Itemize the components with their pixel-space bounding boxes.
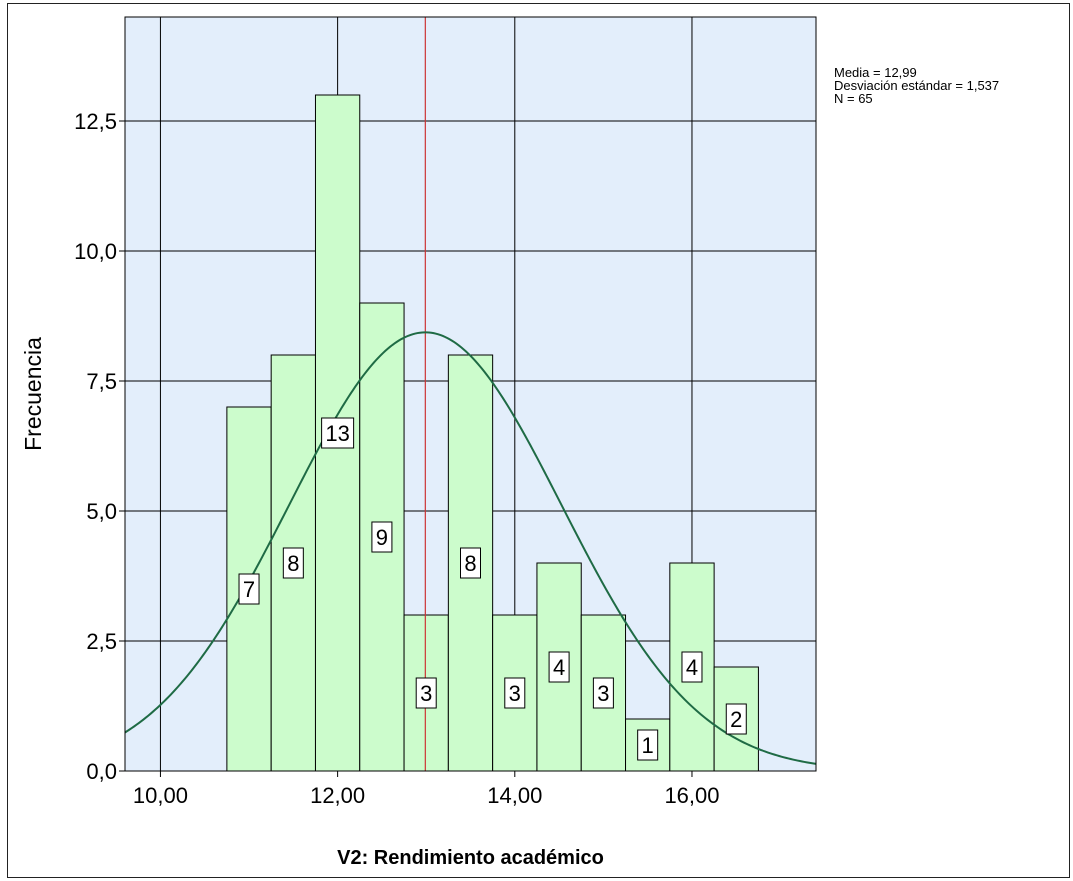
x-axis-ticks: 10,00 12,00 14,00 16,00 [133,771,720,808]
svg-text:3: 3 [420,681,432,706]
y-tick: 10,0 [74,239,125,264]
bar-value-label: 8 [460,547,481,579]
x-tick: 14,00 [487,771,542,808]
histogram-bar [403,614,449,772]
stat-mean: Media = 12,99 [834,65,917,80]
bar-value-label: 3 [504,677,526,709]
bar-value-label: 3 [592,677,614,709]
bar-value-label: 13 [321,417,355,449]
bar-value-label: 8 [282,547,304,579]
y-tick: 2,5 [86,629,125,654]
y-axis-label: Frecuencia [20,337,46,451]
svg-text:7,5: 7,5 [86,369,117,394]
histogram-chart: 7 8 13 9 3 8 3 4 3 1 4 2 0,0 2,5 5,0 7,5 10,0 12,5 10,00… [20,16,817,869]
svg-text:9: 9 [376,525,388,550]
svg-text:12,00: 12,00 [310,783,365,808]
bar-value-label: 4 [681,651,703,683]
x-tick: 16,00 [664,771,720,808]
svg-text:3: 3 [509,681,521,706]
x-tick: 10,00 [133,771,188,808]
chart-frame: 7 8 13 9 3 8 3 4 3 1 4 2 0,0 2,5 5,0 7,5 10,0 12,5 10,00… [7,3,1070,878]
bar-value-label: 1 [637,729,659,761]
svg-text:16,00: 16,00 [664,783,719,808]
svg-text:14,00: 14,00 [487,783,542,808]
bar-value-label: 3 [415,677,437,709]
stats-box: Media = 12,99 Desviación estándar = 1,53… [834,66,999,105]
svg-text:2,5: 2,5 [86,629,117,654]
bar-value-label: 4 [548,651,570,683]
plot-border [124,16,817,772]
svg-text:5,0: 5,0 [86,499,117,524]
y-tick: 0,0 [86,759,125,784]
bar-value-label: 7 [238,573,260,605]
y-tick: 12,5 [74,109,125,134]
svg-text:8: 8 [287,551,299,576]
svg-text:0,0: 0,0 [86,759,117,784]
svg-text:7: 7 [243,577,255,602]
svg-text:4: 4 [553,655,565,680]
x-tick: 12,00 [310,771,365,808]
y-tick: 5,0 [86,499,125,524]
svg-text:12,5: 12,5 [74,109,117,134]
y-axis-ticks: 0,0 2,5 5,0 7,5 10,0 12,5 [74,109,125,784]
x-axis-label: V2: Rendimiento académico [337,847,604,869]
svg-text:1: 1 [642,733,654,758]
y-tick: 7,5 [86,369,125,394]
svg-text:2: 2 [730,707,742,732]
stat-std: Desviación estándar = 1,537 [834,78,1000,93]
bar-labels-group: 7 8 13 9 3 8 3 4 3 1 4 2 [238,417,747,761]
svg-text:10,00: 10,00 [133,783,188,808]
svg-text:4: 4 [686,655,698,680]
svg-text:3: 3 [597,681,609,706]
svg-text:10,0: 10,0 [74,239,117,264]
stat-n: N = 65 [834,91,873,106]
svg-text:8: 8 [464,551,476,576]
histogram-bar [669,562,715,772]
bar-value-label: 9 [371,521,393,553]
bar-value-label: 2 [725,703,747,735]
svg-text:13: 13 [325,421,349,446]
